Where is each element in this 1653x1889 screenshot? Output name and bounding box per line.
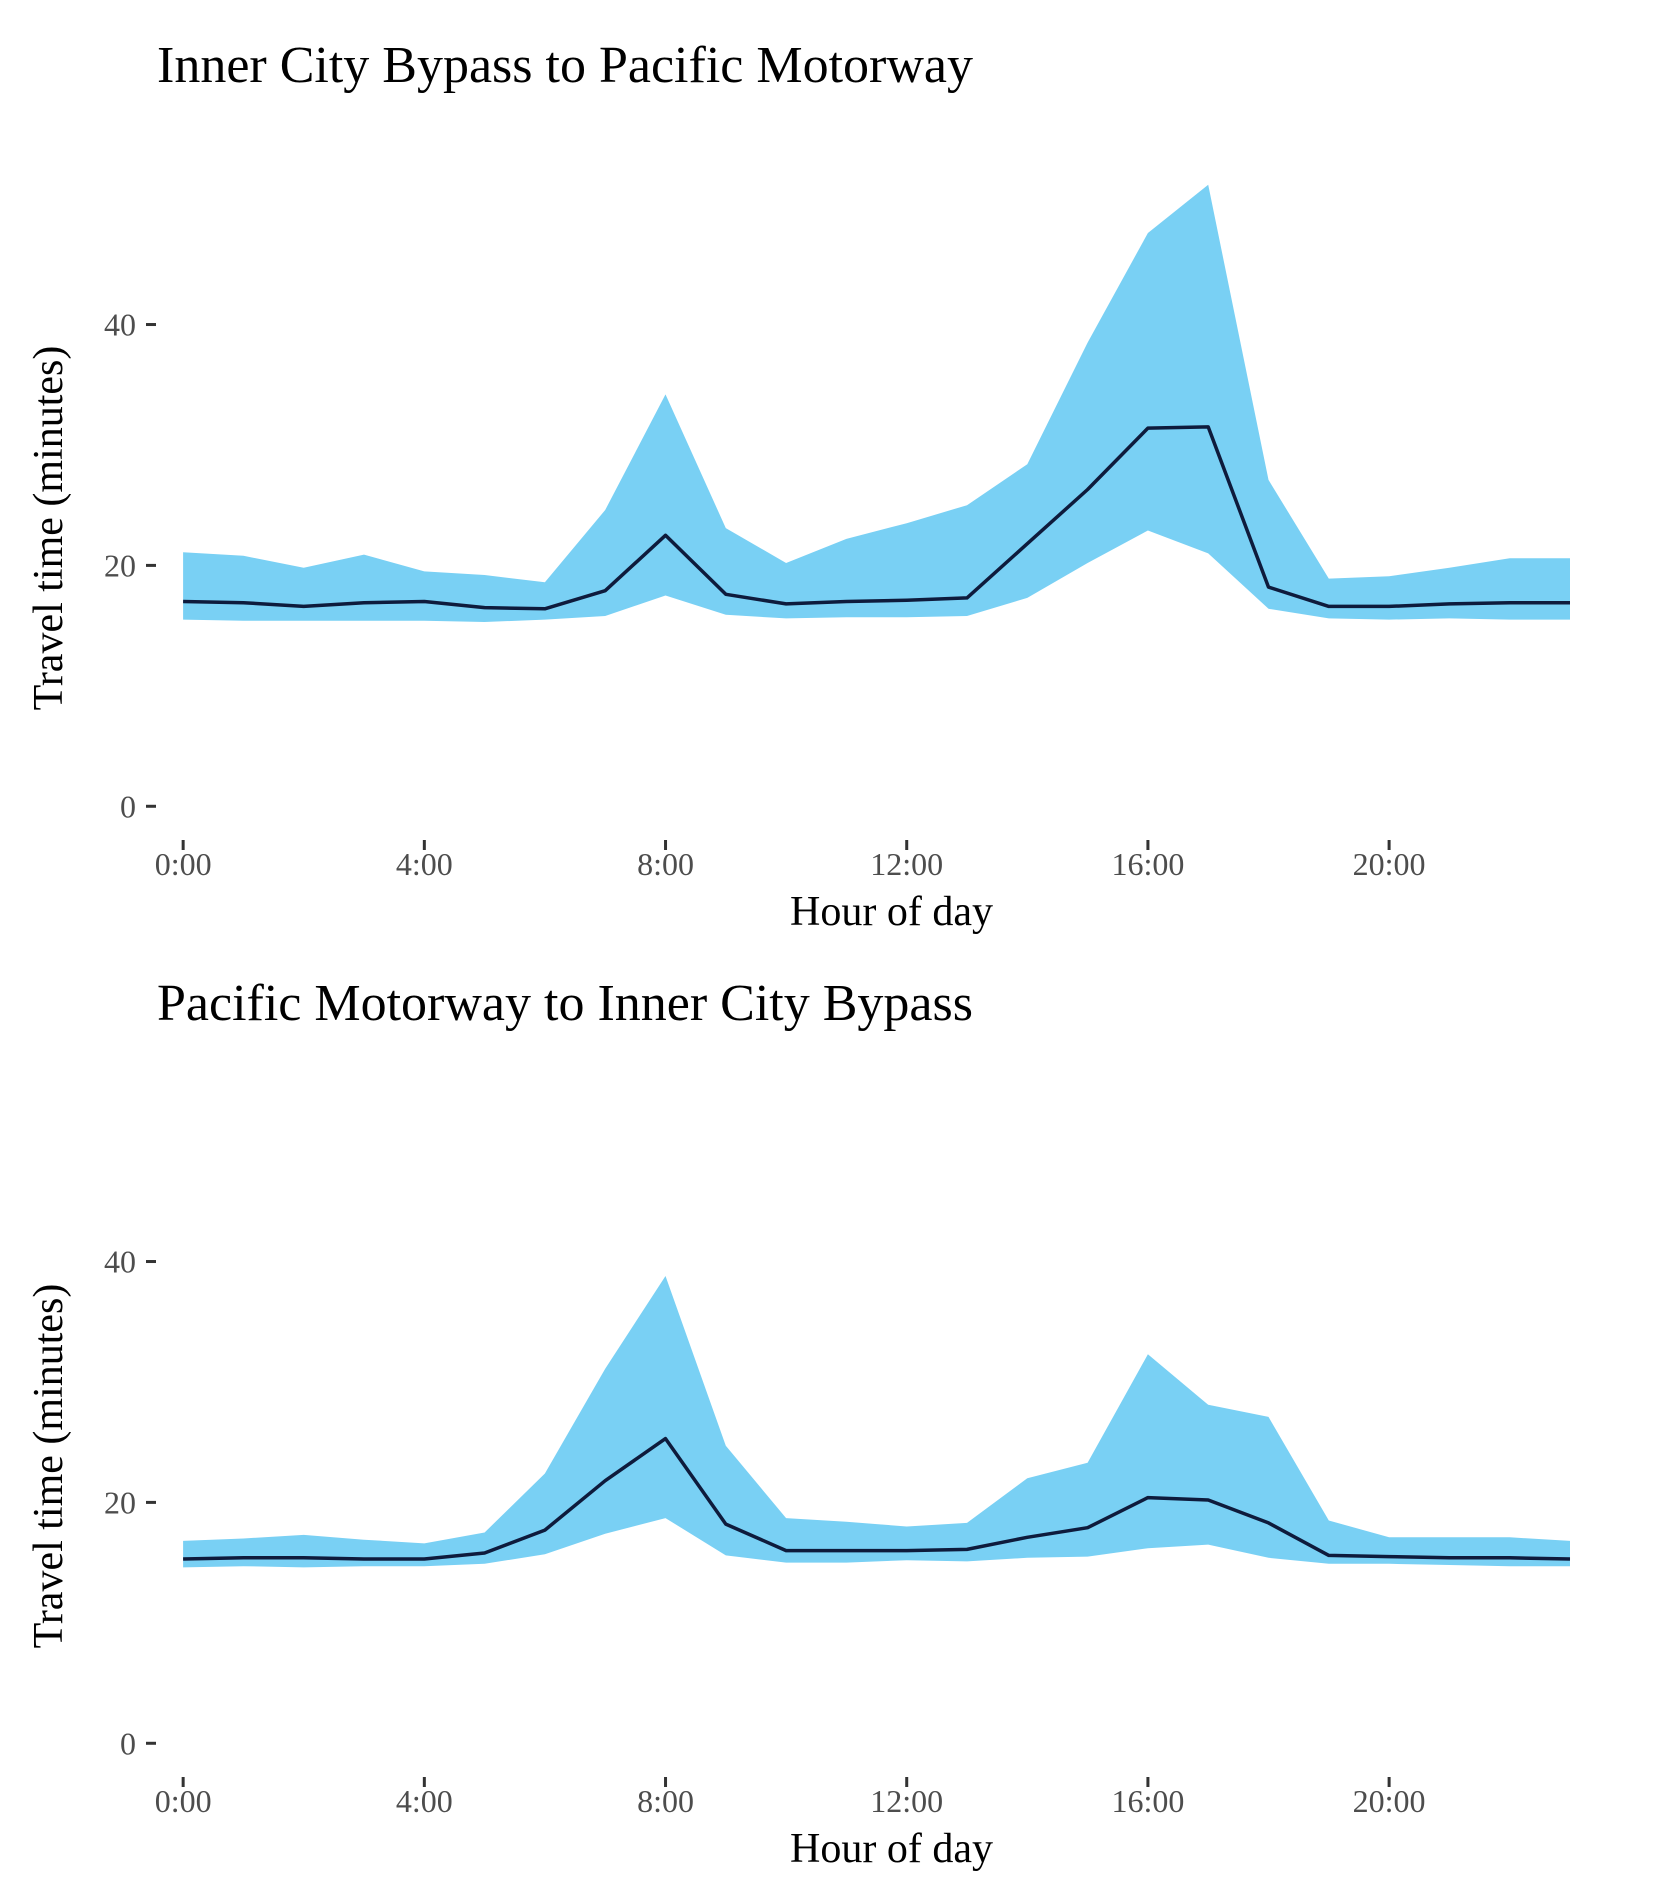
- x-tick-label: 16:00: [1111, 1783, 1184, 1819]
- x-tick-label: 8:00: [637, 846, 694, 882]
- chart-title: Pacific Motorway to Inner City Bypass: [157, 975, 973, 1032]
- y-tick-label: 40: [104, 307, 136, 343]
- range-band: [183, 184, 1571, 623]
- range-band: [183, 1276, 1571, 1568]
- y-axis-title: Travel time (minutes): [26, 1284, 72, 1649]
- x-tick-label: 12:00: [870, 846, 943, 882]
- median-line: [183, 1436, 1571, 1561]
- x-axis-title: Hour of day: [790, 889, 993, 935]
- chart-title: Inner City Bypass to Pacific Motorway: [157, 37, 973, 94]
- y-tick-label: 40: [104, 1244, 136, 1280]
- x-tick-label: 20:00: [1353, 1783, 1426, 1819]
- x-tick-label: 0:00: [155, 1783, 212, 1819]
- median-line: [183, 425, 1570, 611]
- x-axis-title: Hour of day: [790, 1826, 993, 1872]
- chart-panel-2: Pacific Motorway to Inner City Bypass 0 20…: [26, 975, 1571, 1872]
- x-tick-label: 0:00: [155, 846, 212, 882]
- y-tick-label: 0: [120, 1725, 136, 1761]
- y-tick-label: 20: [104, 547, 136, 583]
- x-tick-label: 4:00: [396, 1783, 453, 1819]
- y-axis-title: Travel time (minutes): [26, 346, 72, 711]
- y-tick-label: 20: [104, 1484, 136, 1520]
- x-tick-label: 8:00: [637, 1783, 694, 1819]
- x-tick-label: 20:00: [1353, 846, 1426, 882]
- x-tick-label: 12:00: [870, 1783, 943, 1819]
- y-tick-label: 0: [120, 788, 136, 824]
- x-tick-label: 16:00: [1111, 846, 1184, 882]
- x-tick-label: 4:00: [396, 846, 453, 882]
- chart-panel-1: Inner City Bypass to Pacific Motorway 0 20…: [26, 37, 1571, 935]
